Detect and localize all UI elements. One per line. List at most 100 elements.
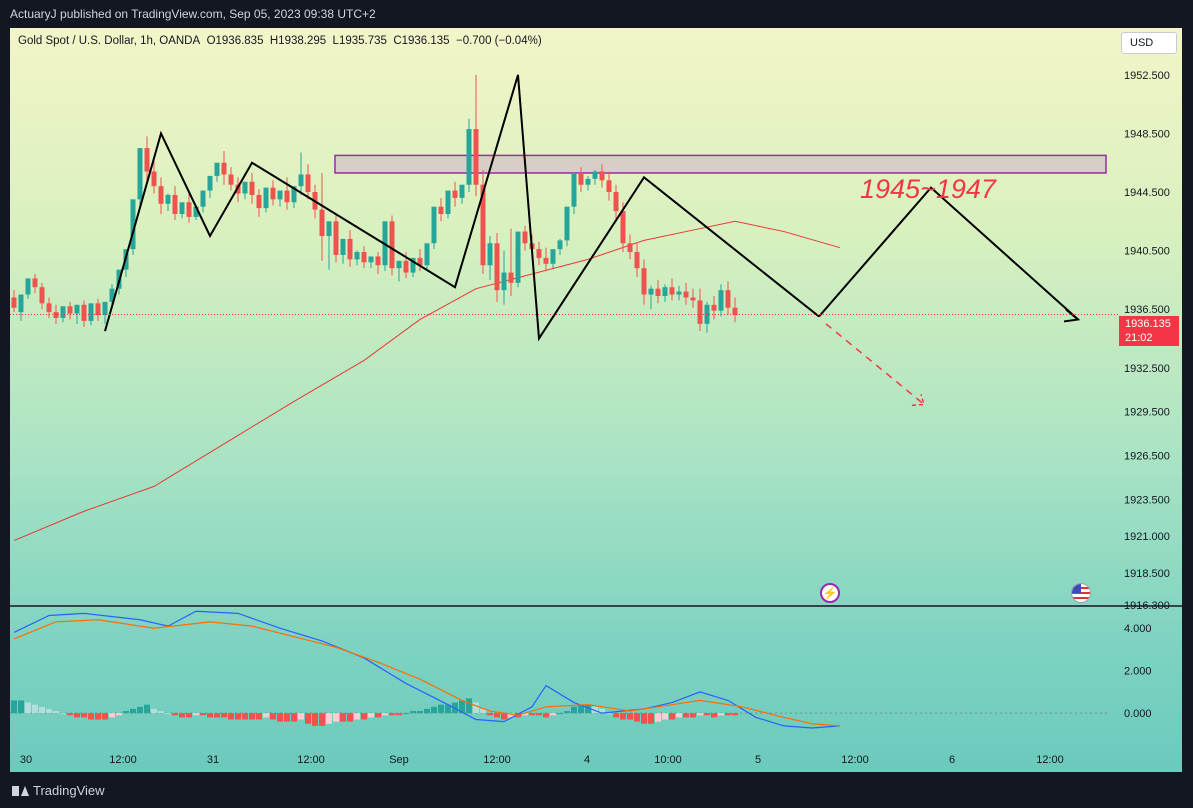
histogram-bar	[81, 713, 87, 718]
candle-body	[214, 162, 220, 176]
candle-body	[256, 194, 262, 209]
tradingview-logo[interactable]: TradingView	[12, 783, 105, 798]
candle-body	[718, 290, 724, 311]
candle-body	[445, 190, 451, 214]
time-tick: 5	[755, 754, 761, 766]
us-flag-icon[interactable]	[1071, 583, 1091, 603]
histogram-bar	[319, 713, 325, 726]
candle-body	[144, 148, 150, 172]
histogram-bar	[669, 713, 675, 720]
candle-body	[158, 186, 164, 204]
macd-tick: 4.000	[1124, 623, 1152, 635]
histogram-bar	[312, 713, 318, 726]
histogram-bar	[473, 702, 479, 714]
histogram-bar	[340, 713, 346, 722]
brand-text: TradingView	[33, 783, 105, 798]
histogram-bar	[11, 700, 17, 714]
legend-change: −0.700 (−0.04%)	[455, 35, 542, 47]
price-tick: 1926.500	[1124, 451, 1170, 463]
price-tick: 1923.500	[1124, 495, 1170, 507]
candle-body	[67, 306, 73, 314]
histogram-bar	[88, 713, 94, 720]
candle-body	[620, 211, 626, 244]
histogram-bar	[508, 713, 514, 718]
histogram-bar	[109, 713, 115, 718]
candle-body	[431, 206, 437, 244]
histogram-bar	[333, 713, 339, 722]
time-tick: 12:00	[109, 754, 137, 766]
histogram-bar	[494, 713, 500, 718]
time-tick: 12:00	[841, 754, 869, 766]
candle-body	[438, 206, 444, 214]
price-axis[interactable]: 1955.0001952.5001948.5001944.5001940.500…	[10, 33, 1170, 612]
last-price-value: 1936.135	[1125, 318, 1171, 330]
histogram-bar	[396, 713, 402, 716]
candle-body	[585, 178, 591, 185]
histogram-bar	[382, 713, 388, 716]
candle-body	[683, 291, 689, 298]
candle-body	[18, 294, 24, 313]
histogram-bar	[102, 713, 108, 720]
histogram-bar	[690, 713, 696, 718]
candle-body	[508, 272, 514, 283]
candle-body	[634, 252, 640, 269]
histogram-bar	[676, 713, 682, 718]
candle-body	[291, 186, 297, 203]
last-price-badge: 1936.135 21:02	[1119, 316, 1179, 346]
histogram-bar	[116, 713, 122, 716]
histogram-bar	[627, 713, 633, 720]
candle-body	[228, 174, 234, 185]
resistance-zone[interactable]	[334, 154, 1107, 174]
histogram-bar	[662, 713, 668, 720]
chart-area[interactable]	[10, 28, 1182, 772]
histogram-bar	[543, 713, 549, 718]
histogram-bar	[291, 713, 297, 722]
time-axis[interactable]: 30 12:00 31 12:00 Sep 12:00 4 10:00 5 12:00 6 12:00	[20, 754, 1064, 766]
histogram-bar	[480, 708, 486, 714]
lightning-icon[interactable]: ⚡	[820, 583, 840, 603]
candle-body	[543, 257, 549, 264]
histogram-bar	[242, 713, 248, 720]
candle-body	[669, 287, 675, 295]
histogram-bar	[214, 713, 220, 718]
zone-annotation[interactable]: 1945~1947	[860, 174, 997, 204]
histogram-bar	[221, 713, 227, 718]
histogram-bar	[144, 704, 150, 714]
candle-body	[655, 288, 661, 296]
time-tick: 6	[949, 754, 955, 766]
price-tick: 1916.300	[1124, 600, 1170, 612]
candle-body	[109, 288, 115, 302]
histogram-bar	[599, 708, 605, 714]
currency-selector[interactable]: USD	[1121, 32, 1177, 54]
candle-body	[326, 221, 332, 236]
candle-body	[501, 272, 507, 291]
projection-line	[818, 186, 1079, 321]
histogram-bar	[557, 713, 563, 715]
candle-body	[627, 243, 633, 253]
legend-high: H1938.295	[269, 35, 327, 47]
histogram-bar	[298, 713, 304, 720]
ma-line	[13, 220, 841, 542]
tradingview-mark-icon	[12, 785, 29, 796]
histogram-bar	[158, 711, 164, 714]
histogram-bar	[368, 713, 374, 718]
bar-countdown: 21:02	[1125, 332, 1153, 344]
candle-body	[60, 306, 66, 318]
histogram-bar	[466, 698, 472, 714]
legend-low: L1935.735	[332, 35, 387, 47]
drawings[interactable]	[104, 74, 1081, 407]
candle-body	[690, 297, 696, 301]
legend-symbol: Gold Spot / U.S. Dollar, 1h, OANDA	[18, 35, 201, 47]
candle-body	[578, 172, 584, 185]
histogram-bar	[25, 702, 31, 714]
candle-body	[606, 180, 612, 193]
candle-body	[200, 190, 206, 207]
candle-body	[515, 231, 521, 283]
histogram-bar	[18, 700, 24, 714]
histogram-bar	[347, 713, 353, 722]
moving-average	[13, 220, 841, 542]
histogram-bar	[648, 713, 654, 724]
candle-body	[319, 209, 325, 236]
candle-body	[648, 288, 654, 295]
